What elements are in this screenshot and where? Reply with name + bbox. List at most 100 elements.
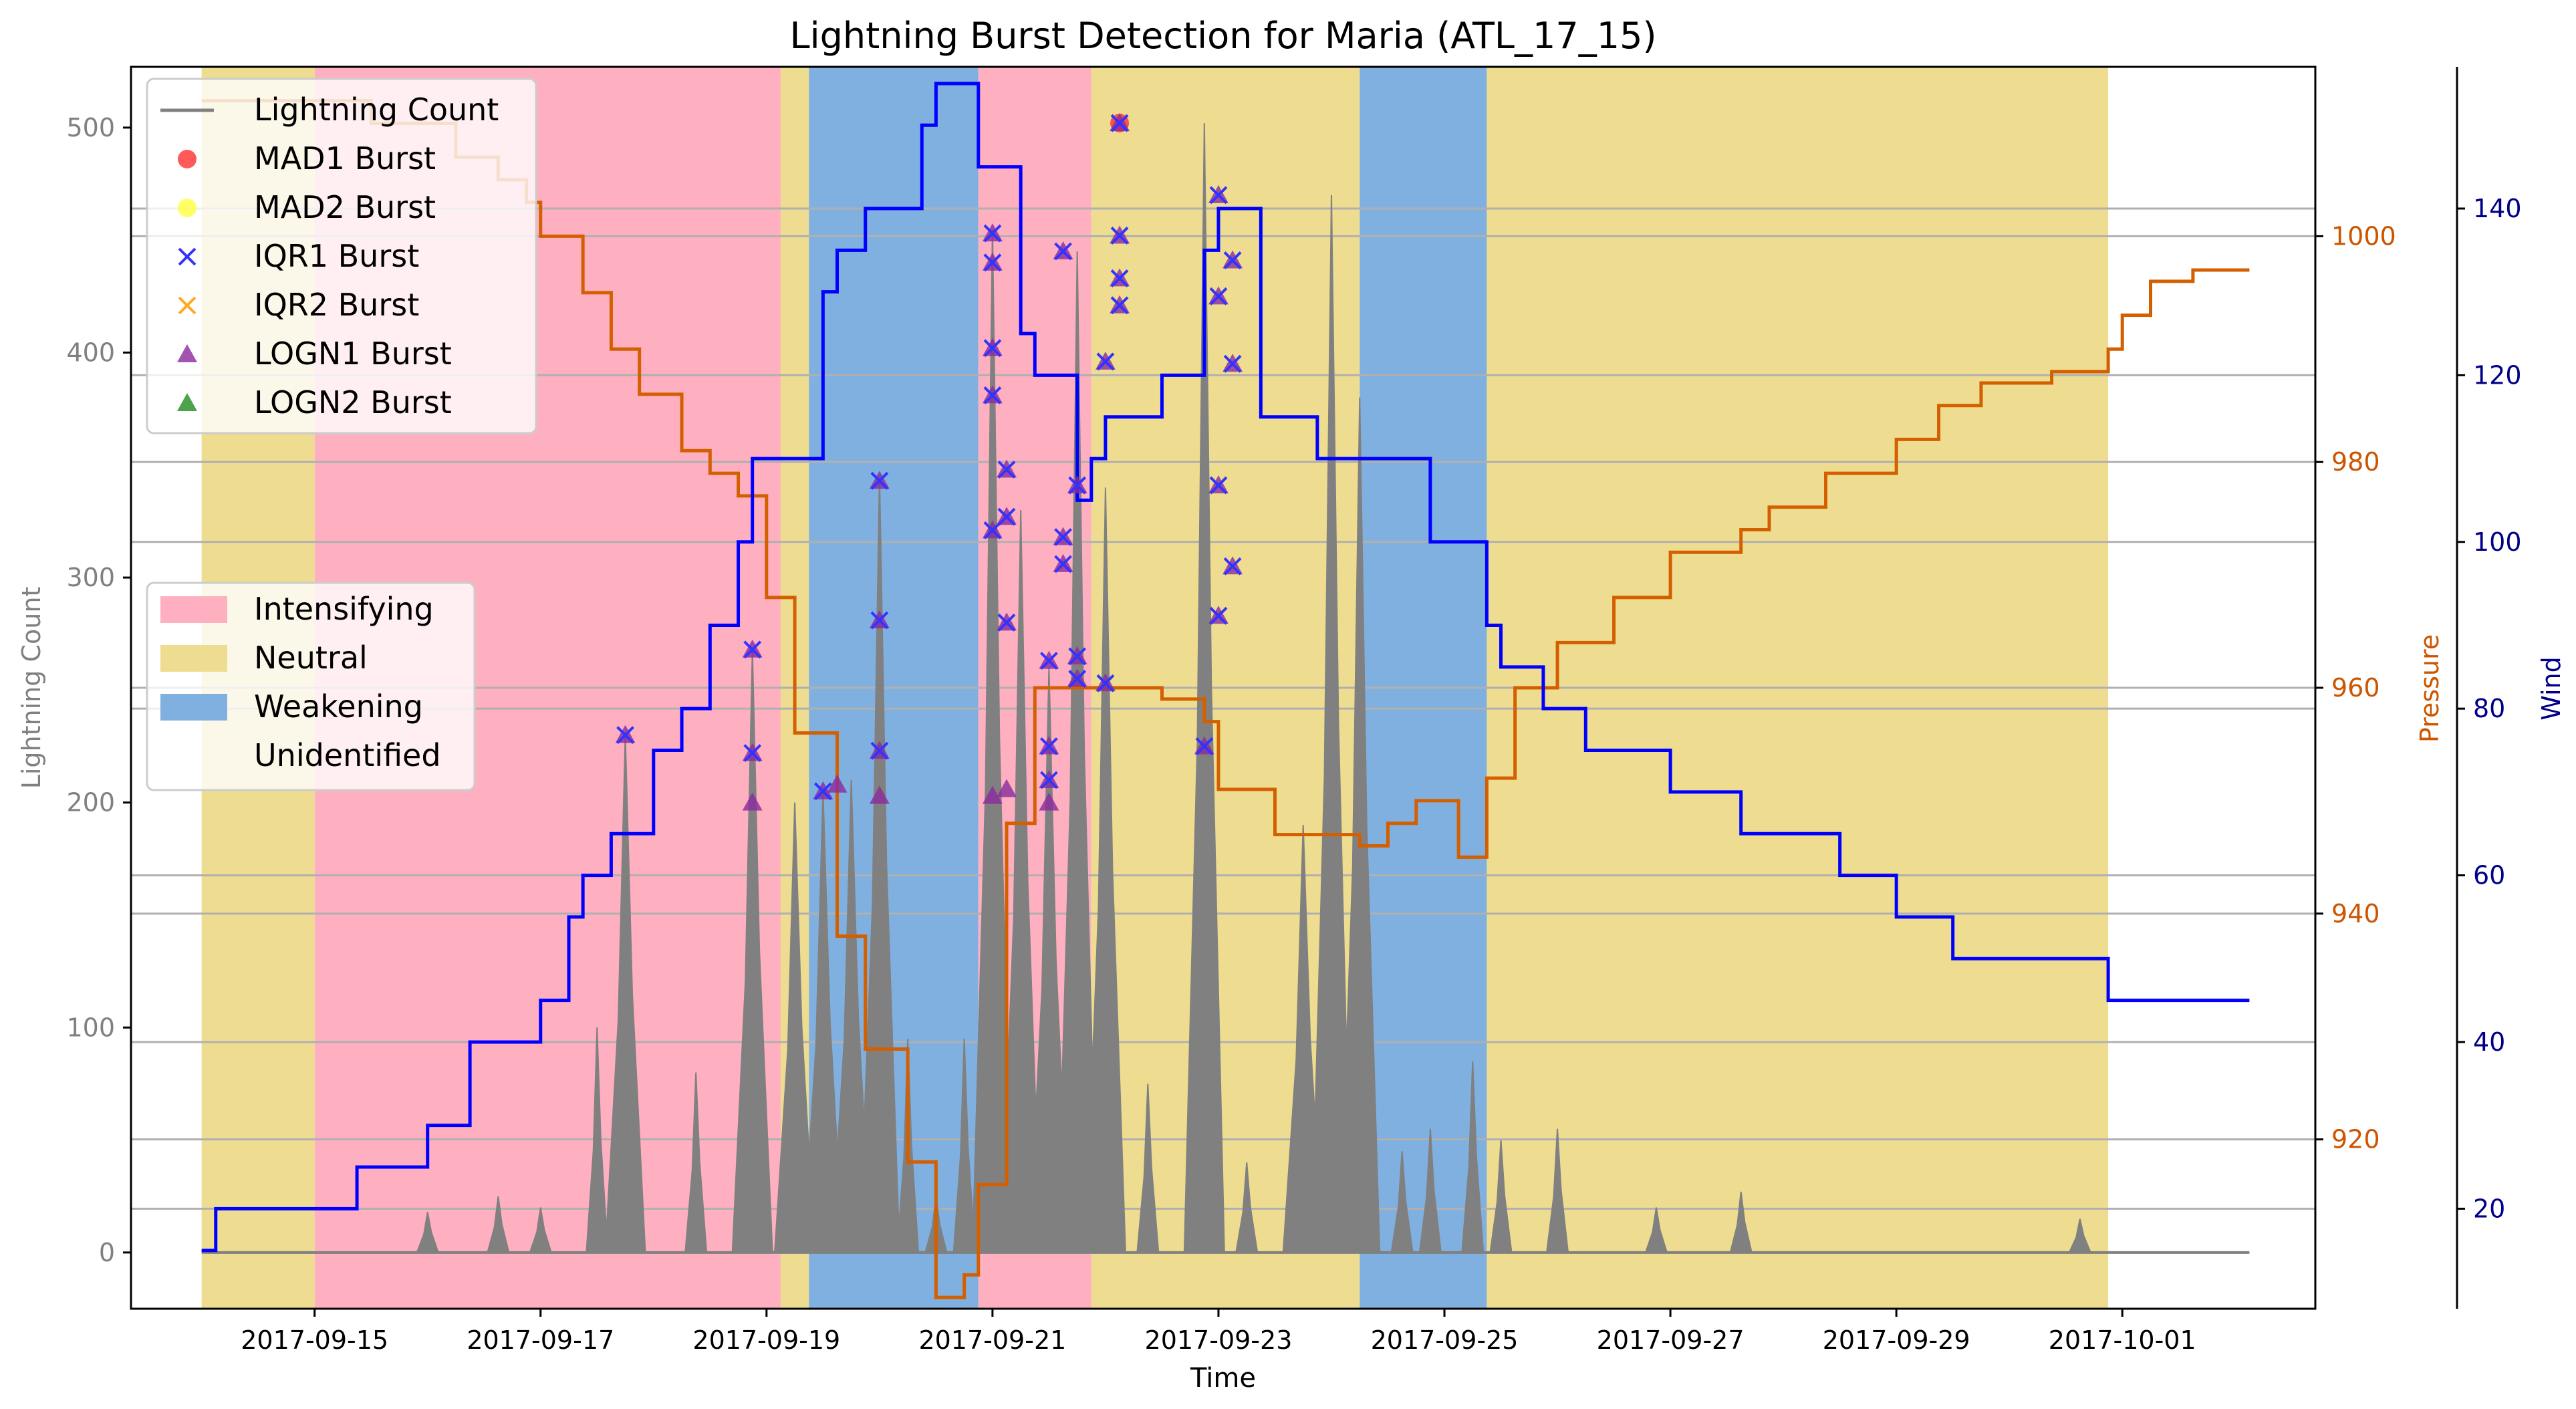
left-tick-label: 500	[66, 113, 115, 142]
burst-iqr1	[1209, 606, 1228, 625]
burst-iqr1-stroke	[1039, 737, 1058, 755]
wind-series	[201, 82, 2250, 1253]
legend-phases-label: Weakening	[254, 688, 423, 725]
x-tick-label: 2017-09-25	[1371, 1325, 1519, 1355]
legend-phases-label: Intensifying	[254, 591, 434, 627]
burst-iqr1	[1039, 737, 1058, 755]
burst-iqr1-stroke	[1054, 528, 1072, 546]
burst-logn1	[827, 774, 848, 793]
pressure-axis-label: Pressure	[2415, 634, 2444, 743]
burst-iqr1	[1054, 242, 1072, 261]
pressure-tick-label: 980	[2331, 447, 2380, 477]
burst-iqr1	[1223, 557, 1242, 575]
burst-iqr1	[1039, 771, 1058, 789]
legend-phases-label: Unidentified	[254, 737, 441, 773]
burst-iqr1	[997, 461, 1016, 479]
burst-iqr1-stroke	[1209, 287, 1228, 305]
legend-bursts: Lightning Count MAD1 Burst MAD2 Burst IQR1 …	[146, 78, 537, 434]
lightning-spike	[1461, 1061, 1485, 1253]
legend-triangle-swatch	[177, 344, 197, 362]
wind-tick-label: 40	[2473, 1027, 2505, 1057]
legend-phase-swatch	[160, 645, 227, 672]
burst-iqr1	[1096, 674, 1115, 692]
burst-iqr1-stroke	[870, 611, 889, 630]
lightning-spike	[1339, 397, 1381, 1253]
x-tick-label: 2017-09-27	[1597, 1325, 1745, 1355]
legend-bursts-label: Lightning Count	[254, 92, 499, 128]
legend-circle-swatch	[178, 150, 197, 168]
chart-title: Lightning Burst Detection for Maria (ATL…	[789, 15, 1656, 57]
burst-iqr1-stroke	[983, 253, 1002, 272]
burst-iqr1-stroke	[1223, 354, 1242, 373]
burst-iqr1-stroke	[1054, 242, 1072, 261]
burst-iqr1	[870, 471, 889, 490]
pressure-tick-label: 960	[2331, 673, 2380, 702]
burst-iqr1	[1110, 296, 1129, 315]
burst-iqr1	[997, 507, 1016, 526]
x-axis-label: Time	[1190, 1363, 1256, 1394]
burst-iqr1-stroke	[997, 507, 1016, 526]
legend-bursts-label: IQR2 Burst	[254, 287, 419, 323]
burst-iqr1	[1096, 352, 1115, 371]
burst-iqr1-stroke	[1068, 647, 1087, 666]
legend-bursts-label: LOGN1 Burst	[254, 336, 452, 372]
burst-iqr1	[1209, 186, 1228, 205]
burst-iqr1	[1054, 528, 1072, 546]
left-axis-label: Lightning Count	[17, 587, 46, 789]
x-tick-label: 2017-09-21	[918, 1325, 1066, 1355]
burst-logn1	[982, 785, 1003, 804]
legend-x-swatch	[178, 247, 197, 266]
burst-iqr1	[616, 726, 634, 745]
burst-iqr1	[1110, 114, 1129, 132]
lightning-spike	[416, 1212, 440, 1253]
burst-iqr1-stroke	[1223, 557, 1242, 575]
burst-iqr1-stroke	[983, 339, 1002, 358]
burst-logn1	[742, 792, 763, 811]
legend-phases-label: Neutral	[254, 640, 368, 676]
burst-iqr1	[743, 640, 762, 659]
burst-iqr1-stroke	[1110, 296, 1129, 315]
burst-iqr1-stroke	[870, 471, 889, 490]
pressure-tick-label: 920	[2331, 1125, 2380, 1154]
burst-markers	[615, 113, 1243, 811]
axes: 0 100 200 300 400 500 Lightning Count 920 940 960…	[17, 67, 2566, 1355]
x-tick-label: 2017-09-29	[1823, 1325, 1970, 1355]
legend-circle-swatch	[178, 199, 197, 217]
lightning-spike	[858, 476, 900, 1253]
left-tick-label: 200	[66, 788, 115, 817]
wind-tick-label: 80	[2473, 694, 2505, 723]
burst-iqr1-stroke	[1209, 186, 1228, 205]
burst-iqr1-stroke	[1039, 652, 1058, 670]
wind-tick-label: 60	[2473, 861, 2505, 890]
burst-iqr1-stroke	[997, 613, 1016, 632]
burst-iqr1-stroke	[1039, 771, 1058, 789]
burst-iqr1-stroke	[1096, 674, 1115, 692]
pressure-tick-label: 1000	[2331, 221, 2396, 251]
burst-iqr1-stroke	[983, 224, 1002, 243]
lightning-spike	[952, 1039, 976, 1253]
burst-iqr1-stroke	[997, 461, 1016, 479]
burst-iqr1	[743, 744, 762, 763]
lightning-spike	[586, 1027, 609, 1253]
burst-iqr1-stroke	[813, 782, 832, 801]
left-tick-label: 400	[66, 338, 115, 367]
legend-bursts-label: MAD1 Burst	[254, 140, 436, 176]
burst-iqr1	[983, 339, 1002, 358]
burst-iqr1	[870, 611, 889, 630]
x-tick-label: 2017-09-17	[467, 1325, 614, 1355]
burst-iqr1-stroke	[983, 386, 1002, 404]
legend-triangle-swatch	[177, 393, 197, 411]
wind-tick-label: 120	[2473, 360, 2522, 390]
lightning-spike	[684, 1072, 708, 1253]
lightning-spike	[1390, 1151, 1414, 1253]
burst-iqr1-stroke	[1054, 555, 1072, 573]
burst-iqr1	[983, 253, 1002, 272]
legend-phases: Intensifying Neutral Weakening Unidentified	[146, 582, 476, 791]
legend-phase-swatch	[160, 694, 227, 721]
x-tick-label: 2017-09-19	[692, 1325, 840, 1355]
lightning-spike	[1644, 1207, 1668, 1253]
legend-x-swatch-stroke	[178, 247, 197, 266]
burst-iqr1	[1223, 354, 1242, 373]
